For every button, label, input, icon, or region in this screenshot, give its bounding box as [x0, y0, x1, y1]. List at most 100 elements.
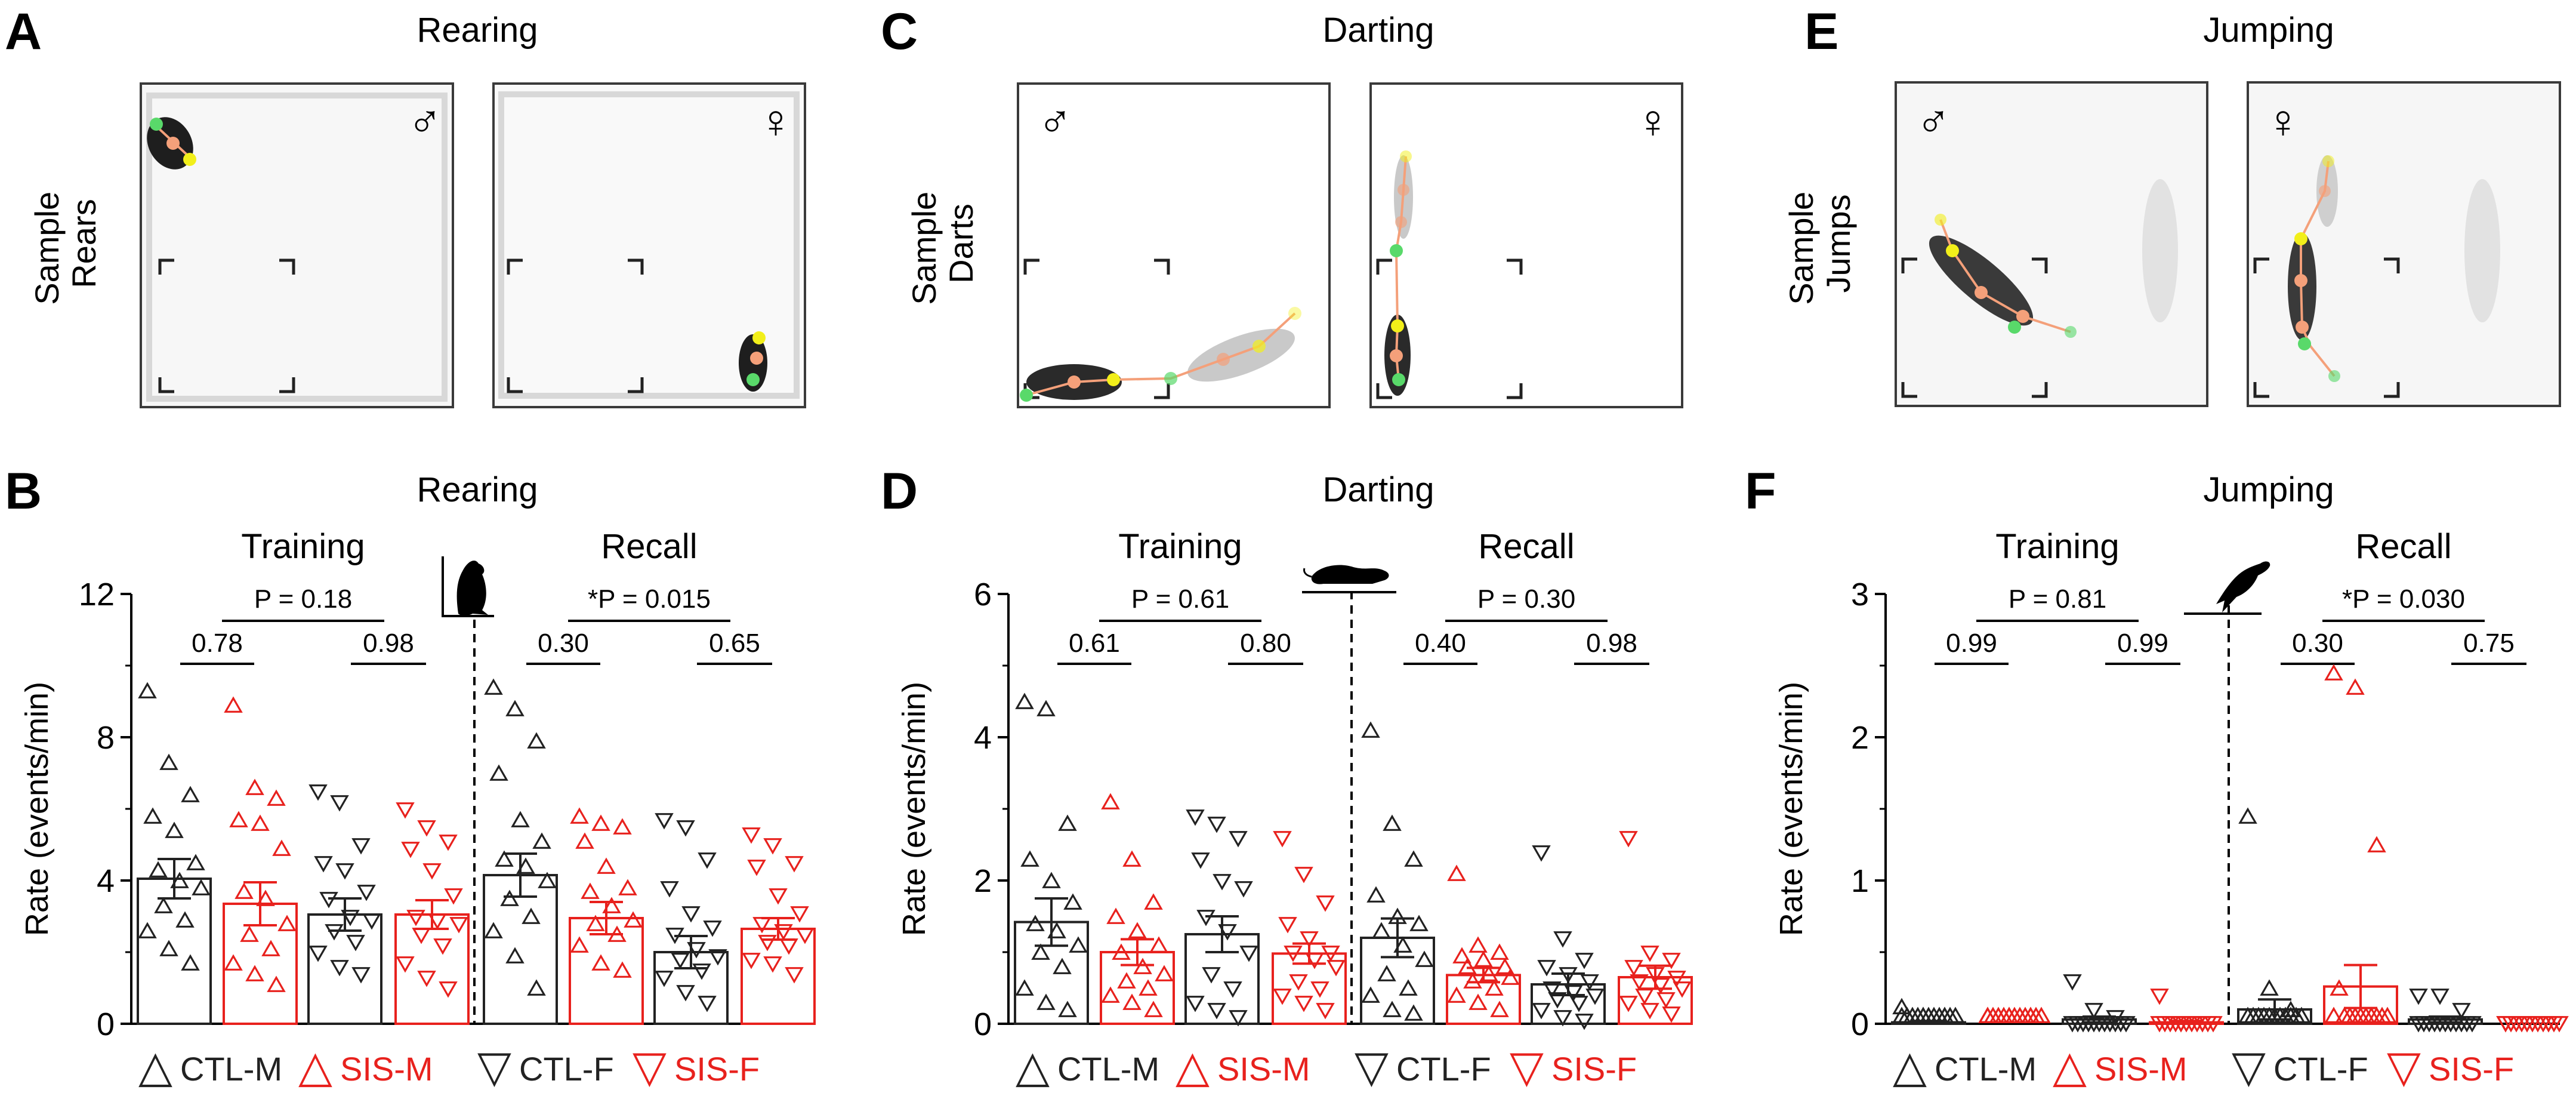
data-point — [505, 700, 525, 716]
data-point — [229, 811, 248, 827]
phase-label: Training — [241, 527, 365, 566]
data-point — [2016, 1006, 2035, 1023]
data-point — [1447, 986, 1466, 1003]
data-point — [758, 935, 777, 952]
data-point — [613, 961, 632, 978]
data-point — [1409, 915, 1429, 931]
data-point — [495, 850, 514, 867]
data-point — [1305, 953, 1324, 969]
data-point — [538, 872, 557, 888]
data-point — [1122, 850, 1142, 867]
data-point — [613, 818, 632, 835]
data-point — [597, 857, 616, 874]
sample-frame-darting-male: ♂ — [1017, 82, 1331, 408]
legend-marker: ▽ — [2232, 1042, 2266, 1091]
data-point — [1501, 968, 1520, 985]
data-point — [261, 940, 280, 956]
p-value-pair: 0.98 — [1586, 629, 1637, 658]
data-point — [1036, 993, 1056, 1010]
data-point — [2351, 1006, 2370, 1023]
data-point — [779, 938, 798, 955]
data-point — [1053, 958, 1072, 974]
data-point — [319, 892, 338, 909]
data-point — [2260, 979, 2279, 996]
p-value-top: P = 0.81 — [2009, 584, 2106, 614]
legend-label: SIS-F — [1551, 1050, 1637, 1088]
data-point — [351, 967, 371, 984]
data-point — [1542, 981, 1562, 998]
data-point — [2292, 1006, 2311, 1023]
data-point — [1294, 996, 1313, 1012]
data-point — [1635, 989, 1654, 1005]
data-point — [1186, 996, 1205, 1012]
data-point — [335, 863, 354, 880]
data-point — [1063, 893, 1082, 910]
data-point — [1310, 981, 1329, 998]
female-symbol: ♀ — [1636, 95, 1671, 147]
data-point — [272, 839, 291, 856]
data-point — [256, 889, 275, 906]
legend-label: CTL-F — [2273, 1050, 2368, 1088]
data-point — [1559, 967, 1578, 984]
legend-label: SIS-M — [1217, 1050, 1310, 1088]
data-point — [1667, 971, 1686, 987]
data-point — [1144, 893, 1163, 910]
sample-label-jumps: Sample Jumps — [1782, 182, 1857, 304]
data-point — [1316, 895, 1335, 912]
p-value-pair: 0.30 — [538, 629, 589, 658]
data-point — [1186, 809, 1205, 826]
data-point — [522, 907, 541, 924]
data-point — [1117, 972, 1136, 989]
legend-label: SIS-M — [340, 1050, 433, 1088]
male-symbol: ♂ — [1038, 95, 1073, 147]
data-point — [444, 888, 463, 905]
data-point — [2340, 1006, 2359, 1023]
data-point — [484, 922, 503, 938]
p-value-pair: 0.40 — [1415, 629, 1466, 658]
data-point — [1273, 831, 1292, 848]
data-point — [267, 975, 286, 992]
data-point — [1101, 986, 1120, 1003]
y-axis-label: Rate (events/min) — [19, 682, 55, 936]
data-point — [1474, 950, 1493, 967]
data-point — [1372, 922, 1391, 938]
male-symbol: ♂ — [408, 95, 443, 147]
data-point — [2281, 1006, 2300, 1023]
chart-d: 0 2 4 6 Rate (events/min) Training P = 0.61 0.6… — [896, 527, 1693, 1091]
data-point — [1155, 965, 1174, 981]
data-point — [1144, 1000, 1163, 1017]
data-point — [1139, 979, 1158, 996]
legend-marker: △ — [1893, 1042, 1927, 1091]
data-point — [1300, 931, 1319, 948]
mouse-shadow — [1384, 150, 1413, 396]
data-point — [245, 778, 264, 795]
p-value-pair: 0.30 — [2292, 629, 2343, 658]
data-point — [325, 924, 344, 941]
data-point — [1284, 946, 1303, 962]
data-point — [1026, 915, 1045, 931]
sample-frame-darting-female: ♀ — [1369, 82, 1683, 408]
data-point — [406, 910, 425, 926]
legend-marker: ▽ — [477, 1042, 511, 1091]
data-point — [341, 910, 360, 926]
p-value-top: P = 0.61 — [1131, 584, 1229, 614]
data-point — [1388, 907, 1407, 924]
sample-label-line1: Sample — [905, 192, 943, 305]
p-value-pair: 0.80 — [1240, 629, 1291, 658]
data-point — [346, 935, 365, 952]
data-point — [1553, 931, 1572, 948]
y-axis-label: Rate (events/min) — [1773, 682, 1809, 936]
data-point — [308, 946, 328, 962]
data-point — [2452, 1003, 2471, 1020]
data-point — [1399, 979, 1418, 996]
panel-b: B Rearing — [5, 463, 538, 617]
data-point — [1106, 907, 1125, 924]
data-point — [2324, 1006, 2343, 1023]
female-symbol: ♀ — [2266, 95, 2301, 147]
data-point — [362, 913, 381, 930]
female-symbol: ♀ — [758, 95, 794, 147]
data-point — [1892, 998, 1911, 1015]
legend-marker: ▽ — [1355, 1042, 1389, 1091]
data-point — [1377, 965, 1396, 981]
legend-label: CTL-F — [1396, 1050, 1491, 1088]
